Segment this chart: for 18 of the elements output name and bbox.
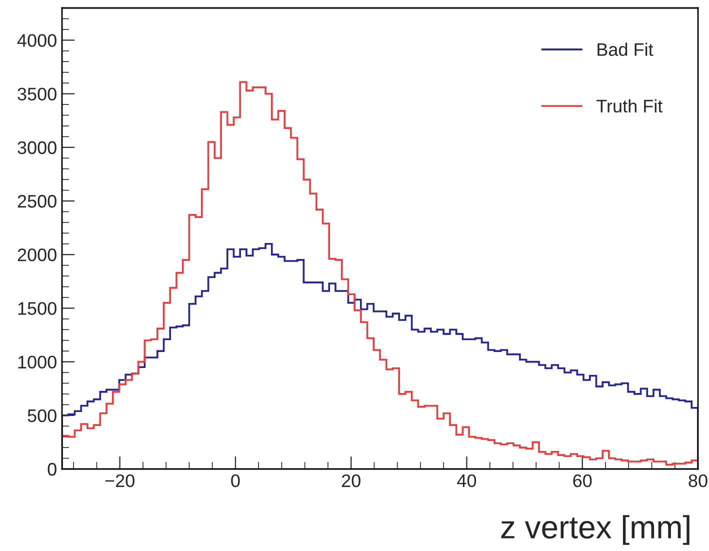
y-tick-label: 0 [48, 462, 56, 476]
y-tick-label: 2500 [18, 194, 56, 208]
x-tick-label: 80 [688, 474, 708, 488]
y-tick-label: 4000 [17, 34, 56, 47]
y-tick-label: 3500 [18, 88, 56, 100]
legend-label: Truth Fit [596, 99, 663, 113]
y-tick-label: 500 [28, 409, 56, 422]
x-axis-title: z vertex [mm] [501, 515, 690, 545]
legend-label: Bad Fit [598, 42, 654, 56]
x-tick-label: 40 [457, 474, 476, 488]
x-tick-label: 60 [573, 474, 592, 488]
x-tick-label: −20 [105, 474, 134, 488]
y-tick-label: 3000 [18, 141, 56, 154]
x-tick-label: 0 [231, 474, 240, 488]
y-tick-label: 1000 [18, 356, 56, 369]
x-tick-label: 20 [342, 474, 360, 488]
y-tick-label: 2000 [18, 248, 56, 262]
y-tick-label: 1500 [18, 302, 56, 315]
